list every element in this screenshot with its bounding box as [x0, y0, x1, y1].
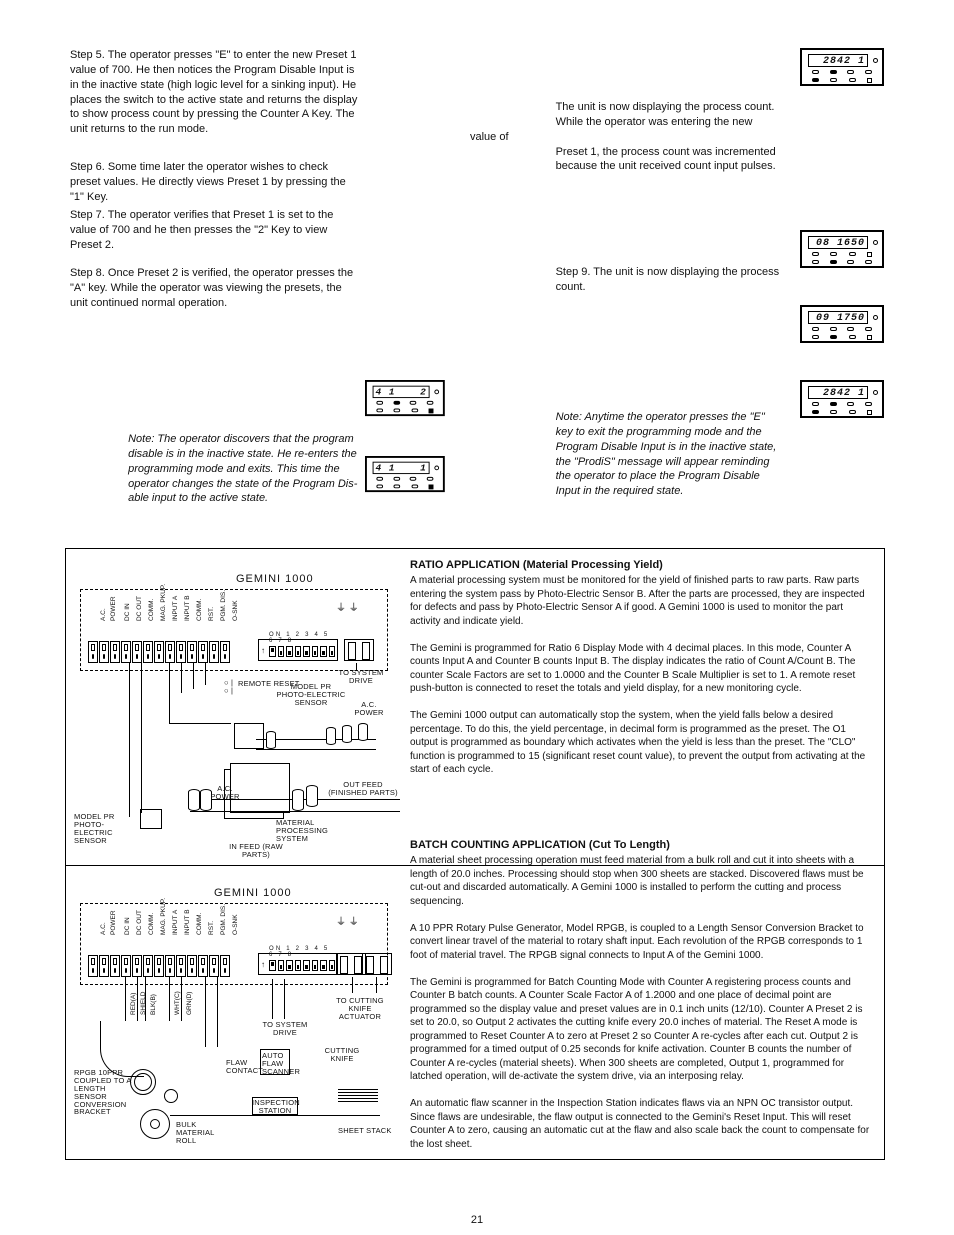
il-bot-bulk: BULK MATERIAL ROLL [176, 1121, 220, 1145]
step8-text: Step 8. Once Preset 2 is verified, the o… [70, 266, 360, 311]
il-bot-to-sysdrive: TO SYSTEM DRIVE [256, 1021, 314, 1037]
tail-note-1: Note: The operator discovers that the pr… [70, 432, 450, 506]
step6-text: Step 6. Some time later the operator wis… [70, 160, 360, 205]
lcd-3: 09 1750 [808, 311, 868, 324]
col2-p3: Note: Anytime the operator presses the "… [470, 410, 780, 499]
step5-text: Step 5. The operator presses "E" to ente… [70, 48, 360, 137]
page: 2842 1 08 1650 09 1750 2842 1 Step 5. Th… [0, 0, 954, 1235]
ratio-body: A material processing system must be mon… [410, 574, 870, 777]
il-top-acpower-r: A.C. POWER [352, 701, 386, 717]
il-top-title: GEMINI 1000 [236, 573, 314, 585]
col2-p1: The unit is now displaying the process c… [470, 100, 780, 174]
lcd-2: 08 1650 [808, 236, 868, 249]
counter-fig-1: 2842 1 [800, 48, 884, 86]
il-bot-inspection: INSPECTION STATION [252, 1099, 298, 1115]
lcd-4: 2842 1 [808, 386, 868, 399]
il-top-dip: ON 1 2 3 4 5 6 7 8 ↑ [258, 639, 338, 661]
il-bot-cutting-knife: CUTTING KNIFE [320, 1047, 364, 1063]
il-bot-sheet-label: SHEET STACK [338, 1127, 392, 1135]
page-number: 21 [471, 1214, 483, 1226]
col2-p2: Step 9. The unit is now displaying the p… [470, 265, 780, 295]
il-top-terminals [88, 641, 230, 663]
batch-body: A material sheet processing operation mu… [410, 854, 870, 1151]
lcd-i1-l: 4 1 [375, 387, 395, 399]
counter-fig-2: 08 1650 [800, 230, 884, 268]
il-bot-relay2 [362, 953, 392, 975]
il-bot-dip: ON 1 2 3 4 5 6 7 8 ↑ [258, 953, 338, 975]
lcd-i1-r: 2 [420, 387, 427, 399]
il-top-in-feed: IN FEED (RAW PARTS) [224, 843, 288, 859]
il-top-acpower-l: A.C. POWER [208, 785, 242, 801]
il-bot-flawcontact: FLAW CONTACT [226, 1059, 262, 1075]
il-top-out-feed: OUT FEED (FINISHED PARTS) [328, 781, 398, 797]
batch-title: BATCH COUNTING APPLICATION (Cut To Lengt… [410, 838, 870, 853]
il-top-model-pr-l: MODEL PR PHOTO-ELECTRIC SENSOR [74, 813, 140, 845]
lcd-1: 2842 1 [808, 54, 868, 67]
counter-inline-1: 4 1 2 [365, 380, 449, 418]
il-top-material-proc: MATERIAL PROCESSING SYSTEM [276, 819, 340, 843]
counter-fig-3: 09 1750 [800, 305, 884, 343]
step7-text: Step 7. The operator verifies that Prese… [70, 208, 360, 253]
il-bot-to-cutting: TO CUTTING KNIFE ACTUATOR [330, 997, 390, 1021]
il-top-model-pr: MODEL PR PHOTO-ELECTRIC SENSOR [276, 683, 346, 707]
il-bot-terminals [88, 955, 230, 977]
il-top-relay [344, 639, 374, 661]
counter-fig-4: 2842 1 [800, 380, 884, 418]
ratio-title: RATIO APPLICATION (Material Processing Y… [410, 558, 870, 573]
il-bot-autoflaw: AUTO FLAW SCANNER [262, 1052, 298, 1076]
il-bot-title: GEMINI 1000 [214, 887, 292, 899]
